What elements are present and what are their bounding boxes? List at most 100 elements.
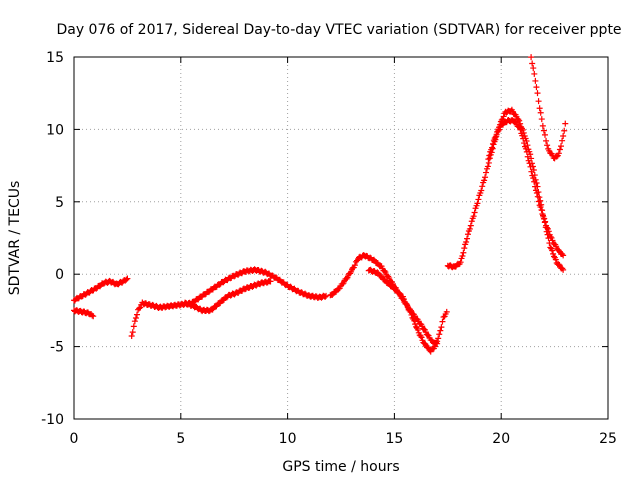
series-arc-b: [71, 307, 97, 320]
series-arc-h: [485, 116, 567, 259]
data-point: [540, 127, 547, 134]
data-point: [544, 142, 551, 149]
series-arc-g: [444, 106, 567, 273]
data-point: [492, 134, 499, 141]
data-point: [520, 135, 527, 142]
data-point: [561, 127, 568, 134]
data-point: [400, 296, 407, 303]
data-point: [535, 98, 542, 105]
data-point: [132, 315, 139, 322]
data-point: [545, 228, 552, 235]
data-point: [537, 204, 544, 211]
y-axis-label: SDTVAR / TECUs: [7, 181, 23, 296]
data-point: [408, 311, 415, 318]
series-arc-a: [71, 275, 131, 304]
data-point: [475, 196, 482, 203]
data-point: [374, 269, 381, 276]
series-arc-i: [528, 54, 569, 162]
data-point: [536, 105, 543, 112]
data-point: [539, 122, 546, 129]
data-point: [402, 300, 409, 307]
data-point: [424, 332, 431, 339]
data-point: [558, 143, 565, 150]
data-point: [461, 245, 468, 252]
data-point: [468, 218, 475, 225]
data-point: [543, 137, 550, 144]
data-point: [517, 126, 524, 133]
x-tick-label: 0: [70, 431, 79, 447]
x-tick-label: 20: [492, 431, 510, 447]
data-point: [495, 127, 502, 134]
chart-title: Day 076 of 2017, Sidereal Day-to-day VTE…: [56, 22, 621, 38]
data-point: [323, 292, 330, 299]
data-point: [553, 153, 560, 160]
data-point: [329, 292, 336, 299]
data-point: [134, 311, 141, 318]
data-point: [407, 309, 414, 316]
data-point: [414, 326, 421, 333]
data-point: [483, 169, 490, 176]
data-point: [339, 280, 346, 287]
data-points: [71, 54, 569, 355]
data-point: [431, 343, 438, 350]
data-point: [556, 146, 563, 153]
data-point: [562, 120, 569, 127]
data-point: [539, 210, 546, 217]
data-point: [489, 144, 496, 151]
data-point: [534, 193, 541, 200]
data-point: [470, 213, 477, 220]
plot-frame: [73, 56, 609, 420]
data-point: [530, 175, 537, 182]
data-point: [136, 305, 143, 312]
y-tick-label: -10: [41, 412, 64, 428]
data-point: [382, 269, 389, 276]
tick-labels: 0 5 10 15 20 25 -10 -5 0 5 10 15: [41, 50, 617, 447]
data-point: [435, 335, 442, 342]
data-point: [474, 200, 481, 207]
data-point: [496, 126, 503, 133]
data-point: [130, 323, 137, 330]
data-point: [550, 253, 557, 260]
data-point: [466, 225, 473, 232]
data-point: [436, 331, 443, 338]
data-point: [511, 118, 518, 125]
y-tick-label: 15: [46, 50, 64, 66]
data-point: [409, 314, 416, 321]
data-point: [525, 157, 532, 164]
data-point: [532, 183, 539, 190]
x-tick-label: 5: [176, 431, 185, 447]
data-point: [550, 250, 557, 257]
data-point: [378, 272, 385, 279]
data-point: [137, 304, 144, 311]
data-point: [532, 77, 539, 84]
data-point: [516, 117, 523, 124]
data-point: [531, 70, 538, 77]
y-tick-label: 5: [55, 195, 64, 211]
data-point: [413, 323, 420, 330]
data-point: [396, 289, 403, 296]
x-axis-label: GPS time / hours: [282, 459, 399, 475]
data-point: [538, 206, 545, 213]
data-point: [129, 329, 136, 336]
data-point: [131, 318, 138, 325]
data-point: [529, 60, 536, 67]
data-point: [267, 278, 274, 285]
data-point: [440, 314, 447, 321]
data-point: [404, 303, 411, 310]
data-point: [543, 224, 550, 231]
data-point: [549, 247, 556, 254]
data-point: [370, 256, 377, 263]
data-point: [489, 140, 496, 147]
data-point: [531, 178, 538, 185]
data-point: [541, 131, 548, 138]
data-point: [519, 132, 526, 139]
data-point: [547, 244, 554, 251]
data-point: [521, 140, 528, 147]
data-point: [530, 65, 537, 72]
y-tick-label: 0: [55, 267, 64, 283]
data-point: [351, 262, 358, 269]
data-point: [560, 252, 567, 259]
data-point: [526, 160, 533, 167]
data-point: [522, 145, 529, 152]
